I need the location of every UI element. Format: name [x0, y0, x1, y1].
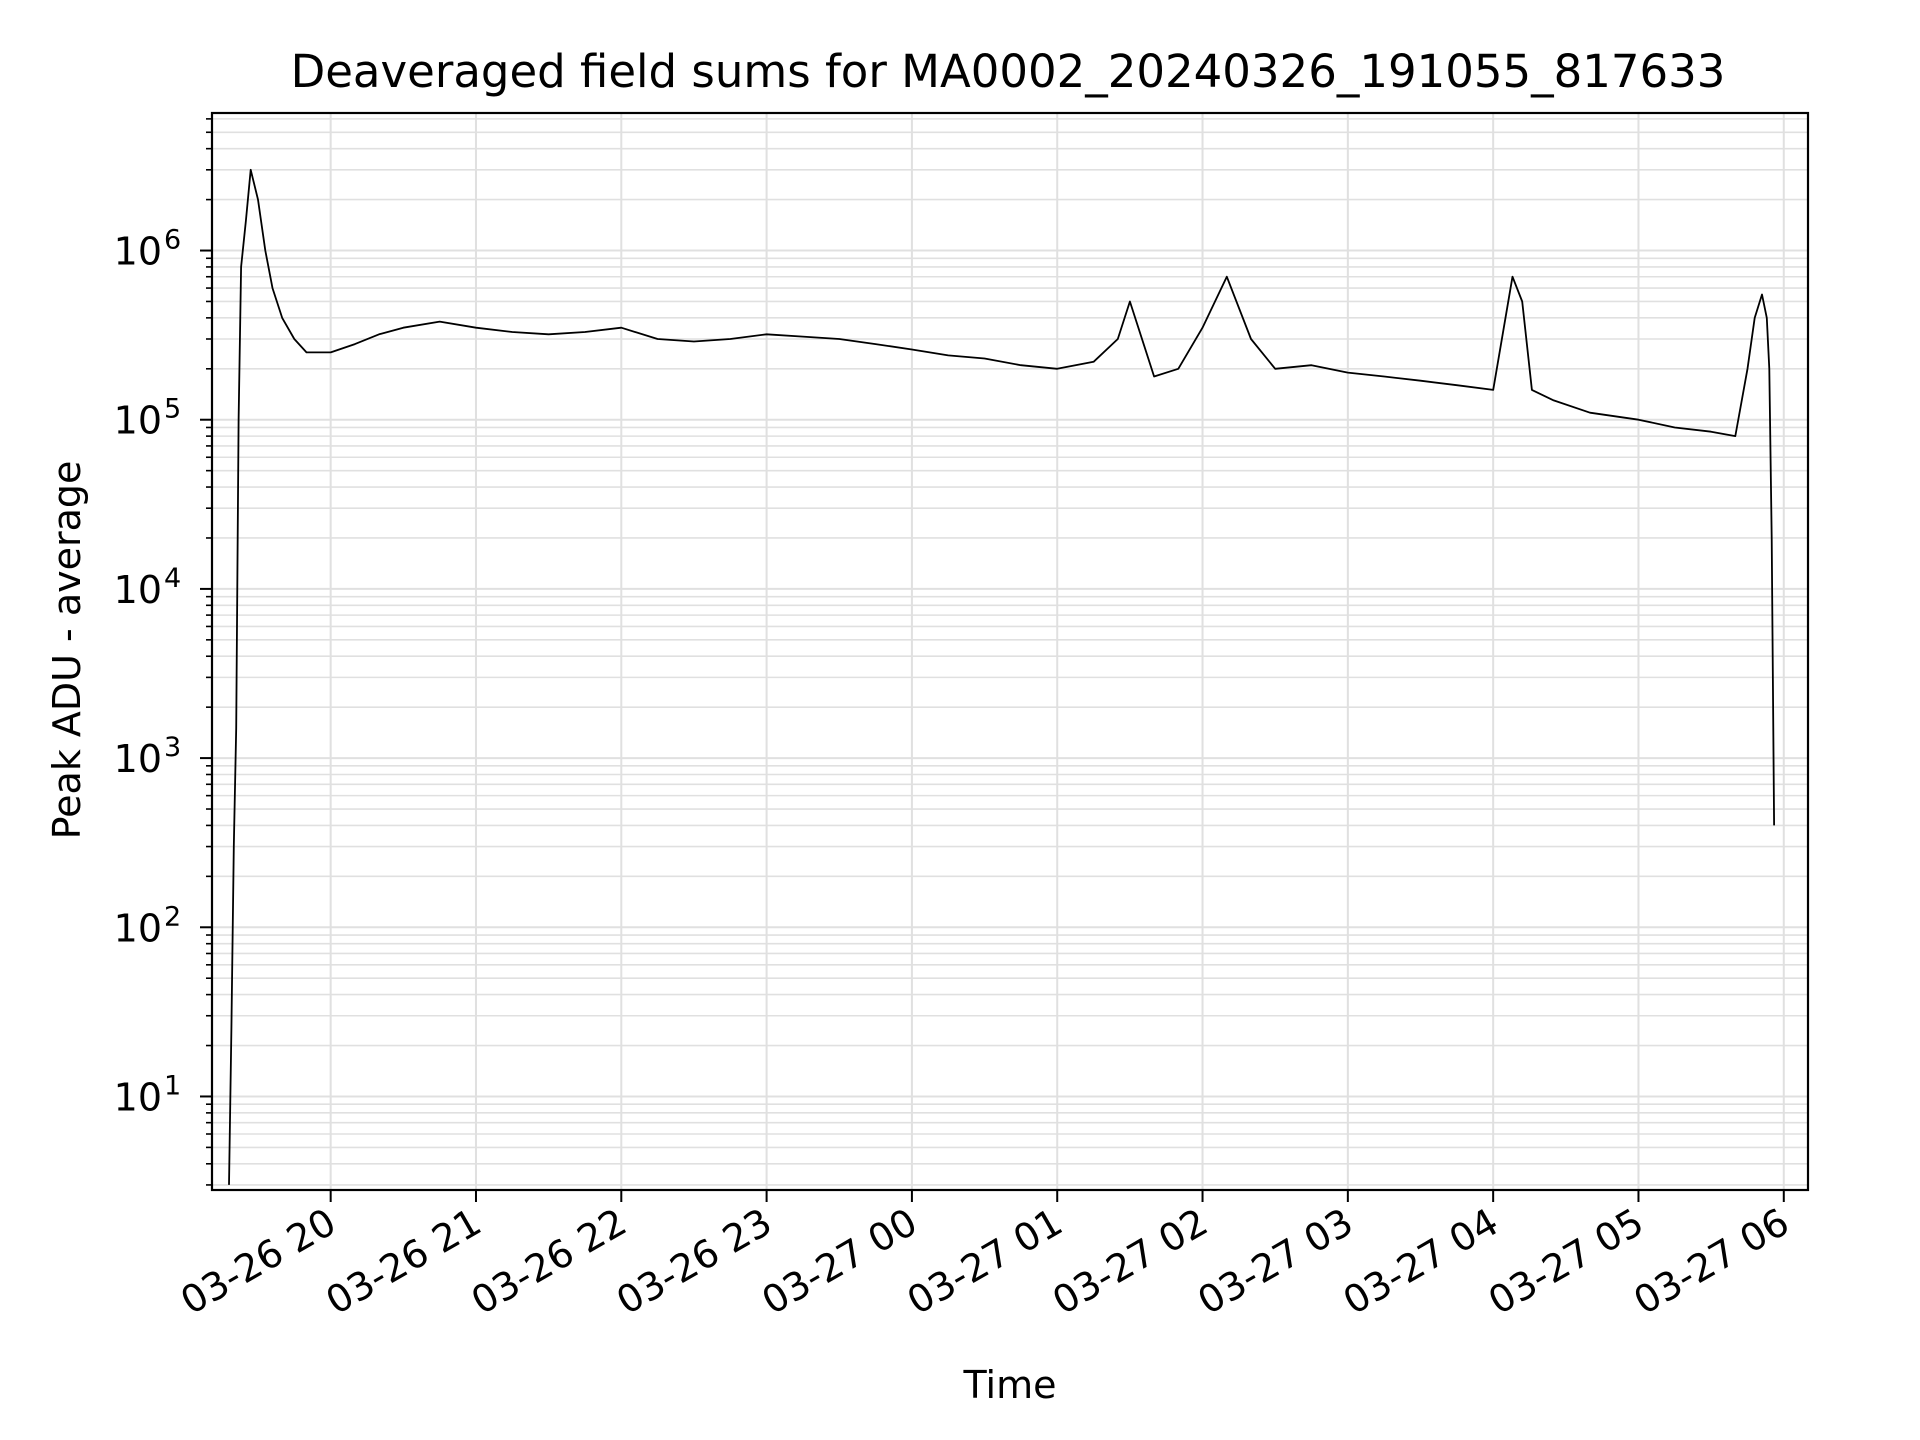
y-tick-exponent: 5 [164, 394, 181, 425]
y-axis-label: Peak ADU - average [45, 461, 89, 840]
y-tick-label: 10 [114, 230, 162, 274]
x-axis-label: Time [963, 1363, 1057, 1407]
y-tick-exponent: 2 [164, 901, 181, 932]
gridlines [212, 113, 1808, 1190]
y-tick-label: 10 [114, 1075, 162, 1119]
y-tick-label: 10 [114, 737, 162, 781]
y-tick-exponent: 6 [164, 225, 181, 256]
plot-frame [210, 111, 1810, 1192]
y-tick-exponent: 4 [164, 563, 181, 594]
series-line [228, 168, 1775, 1185]
y-tick-exponent: 3 [164, 732, 181, 763]
y-tick-exponent: 1 [164, 1070, 181, 1101]
y-tick-label: 10 [114, 568, 162, 612]
series-layer [228, 168, 1775, 1185]
chart-title: Deaveraged field sums for MA0002_2024032… [291, 45, 1726, 98]
y-tick-label: 10 [114, 906, 162, 950]
y-tick-label: 10 [114, 399, 162, 443]
